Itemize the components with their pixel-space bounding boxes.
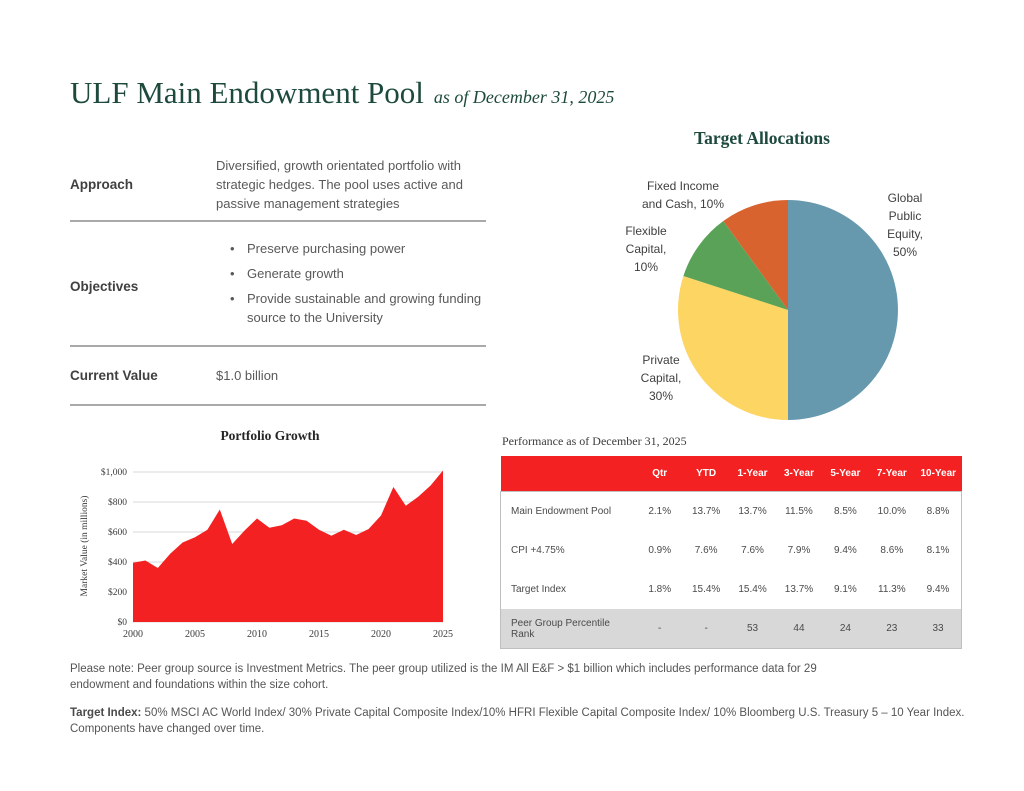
pie-slice-flexible-capital <box>683 221 788 310</box>
perf-col-3-year: 3-Year <box>775 456 823 492</box>
perf-col-spacer <box>500 456 637 492</box>
x-tick-label: 2000 <box>123 629 143 640</box>
y-tick-label: $0 <box>118 617 128 628</box>
objectives-list: Preserve purchasing power Generate growt… <box>216 239 486 333</box>
perf-cell-cpi-4-75-ytd: 7.6% <box>694 545 718 556</box>
pie-slice-fixed-income-and-cash <box>723 200 788 310</box>
performance-caption: Performance as of December 31, 2025 <box>502 434 687 448</box>
info-row-objectives: Objectives Preserve purchasing power Gen… <box>70 222 486 347</box>
peer-group-note: Please note: Peer group source is Invest… <box>70 663 817 691</box>
perf-cell-cpi-4-75-7-year: 8.6% <box>880 545 904 556</box>
perf-cell-main-endowment-pool-10-year: 8.8% <box>915 491 963 531</box>
perf-cell-main-endowment-pool-ytd: 13.7% <box>682 491 730 531</box>
info-row-current-value: Current Value $1.0 billion <box>70 347 486 406</box>
y-tick-label: $800 <box>108 497 127 508</box>
perf-cell-cpi-4-75-5-year: 9.4% <box>834 545 857 556</box>
perf-row-label: Main Endowment Pool <box>500 491 637 531</box>
perf-col-7-year: 7-Year <box>868 456 916 492</box>
perf-cell-peer-group-percentile-rank-qtr: - <box>636 609 683 649</box>
target-index-note-label: Target Index: <box>70 707 142 719</box>
perf-cell-target-index-1-year: 15.4% <box>738 584 767 595</box>
y-tick-label: $600 <box>108 527 127 538</box>
perf-cell-peer-group-percentile-rank-7-year: 23 <box>868 609 916 649</box>
perf-row-target-index: Target Index 1.8% 15.4% 15.4% 13.7% 9.1% 11.3%… <box>500 570 963 609</box>
footnotes: Please note: Peer group source is Invest… <box>70 662 976 750</box>
perf-cell-peer-group-percentile-rank-10-year: 33 <box>915 609 963 649</box>
pie-label-fixed-income-and-cash: Fixed Income and Cash, 10% <box>641 179 725 211</box>
y-tick-label: $1,000 <box>101 467 127 478</box>
perf-cell-peer-group-percentile-rank-5-year: 24 <box>822 609 869 649</box>
y-tick-label: $400 <box>108 557 127 568</box>
info-label-current-value: Current Value <box>70 368 158 383</box>
perf-cell-cpi-4-75-10-year: 8.1% <box>915 531 963 570</box>
pie-chart-svg <box>678 200 898 420</box>
target-index-note: Target Index: 50% MSCI AC World Index/ 3… <box>70 706 976 737</box>
page-subtitle: as of December 31, 2025 <box>433 87 615 107</box>
perf-cell-target-index-5-year: 9.1% <box>834 584 857 595</box>
pie-label-private-capital: Private Capital, 30% <box>640 353 682 403</box>
perf-col-qtr: Qtr <box>636 456 683 492</box>
perf-cell-main-endowment-pool-5-year: 8.5% <box>822 491 869 531</box>
perf-col-10-year: 10-Year <box>915 456 962 492</box>
objective-item: Provide sustainable and growing funding … <box>230 289 486 327</box>
target-allocations-chart: Target Allocations Global Public Equity,… <box>560 128 1000 428</box>
perf-cell-main-endowment-pool-qtr: 2.1% <box>636 491 683 531</box>
pie-chart-labels: Global Public Equity, 50% Private Capital… <box>560 128 1000 428</box>
growth-chart-title: Portfolio Growth <box>220 428 320 443</box>
growth-area-shape <box>133 470 443 622</box>
objective-item: Preserve purchasing power <box>230 239 486 258</box>
perf-cell-main-endowment-pool-1-year: 13.7% <box>729 491 776 531</box>
perf-cell-peer-group-percentile-rank-1-year: 53 <box>729 609 776 649</box>
pie-slice-global-public-equity <box>788 200 898 420</box>
pie-label-flexible-capital: Flexible Capital, 10% <box>625 224 667 274</box>
perf-cell-target-index-ytd: 15.4% <box>691 584 721 595</box>
performance-table: Qtr YTD 1-Year 3-Year 5-Year 7-Year 10-Year Mai… <box>500 456 963 649</box>
perf-cell-cpi-4-75-qtr: 0.9% <box>648 545 672 556</box>
perf-row-main-endowment-pool: Main Endowment Pool 2.1% 13.7% 13.7% 11.5% 8.… <box>500 491 963 531</box>
info-table: Approach Diversified, growth orientated … <box>70 148 486 406</box>
x-tick-label: 2010 <box>247 629 267 640</box>
perf-row-peer-group-percentile-rank: Peer Group Percentile Rank - -53 44 24 23 33 <box>500 609 963 649</box>
page-title-row: ULF Main Endowment Pool as of December 31… <box>70 74 614 111</box>
perf-cell-target-index-3-year: 13.7% <box>784 584 814 595</box>
perf-header-row: Qtr YTD 1-Year 3-Year 5-Year 7-Year 10-Year <box>500 456 962 492</box>
info-label-objectives: Objectives <box>70 278 139 294</box>
y-tick-label: $200 <box>108 587 127 598</box>
perf-cell-cpi-4-75-3-year: 7.9% <box>787 545 811 556</box>
x-tick-label: 2020 <box>371 629 391 640</box>
info-label-approach: Approach <box>70 177 134 192</box>
perf-cell-main-endowment-pool-7-year: 10.0% <box>868 491 916 531</box>
perf-cell-peer-group-percentile-rank-ytd: - <box>682 609 730 649</box>
perf-col-ytd: YTD <box>682 456 730 492</box>
objective-item: Generate growth <box>230 264 486 283</box>
x-tick-label: 2015 <box>309 629 329 640</box>
perf-cell-target-index-10-year: 9.4% <box>915 570 963 609</box>
perf-row-cpi-4-75: CPI +4.75% 0.9% 7.6% 7.6% 7.9% 9.4% 8.6% 8.1% <box>500 531 963 570</box>
growth-chart-svg: $0 $200 $400 $600 $800 $1,000 2000 2005 2010 2015… <box>79 467 453 640</box>
perf-cell-peer-group-percentile-rank-3-year: 44 <box>775 609 823 649</box>
perf-row-label: CPI +4.75% <box>500 531 637 570</box>
y-axis-label: Market Value (in millions) <box>79 496 90 597</box>
perf-cell-target-index-7-year: 11.3% <box>878 584 906 595</box>
perf-row-label: Target Index <box>500 570 637 609</box>
performance-section: Performance as of December 31, 2025 Qtr Y… <box>500 434 963 649</box>
perf-row-label: Peer Group Percentile Rank <box>500 609 637 649</box>
x-tick-label: 2005 <box>185 629 205 640</box>
perf-cell-main-endowment-pool-3-year: 11.5% <box>775 491 823 531</box>
target-index-note-text: 50% MSCI AC World Index/ 30% Private Cap… <box>70 707 965 735</box>
page-title: ULF Main Endowment Pool <box>70 75 424 110</box>
perf-col-1-year: 1-Year <box>729 456 776 492</box>
perf-col-5-year: 5-Year <box>822 456 869 492</box>
pie-label-global-public-equity: Global Public Equity, 50% <box>887 191 923 259</box>
perf-cell-target-index-qtr: 1.8% <box>648 584 672 595</box>
x-tick-label: 2025 <box>433 629 453 640</box>
pie-chart-title: Target Allocations <box>694 128 830 148</box>
portfolio-growth-chart: Portfolio Growth $0 $200 $400 $600 $800 $1,00… <box>75 428 465 643</box>
pie-slice-private-capital <box>678 276 788 420</box>
perf-cell-cpi-4-75-1-year: 7.6% <box>741 545 764 556</box>
info-value-approach: Diversified, growth orientated portfolio… <box>216 158 463 211</box>
info-row-approach: Approach Diversified, growth orientated … <box>70 148 486 222</box>
info-value-current-value: $1.0 billion <box>216 368 279 383</box>
